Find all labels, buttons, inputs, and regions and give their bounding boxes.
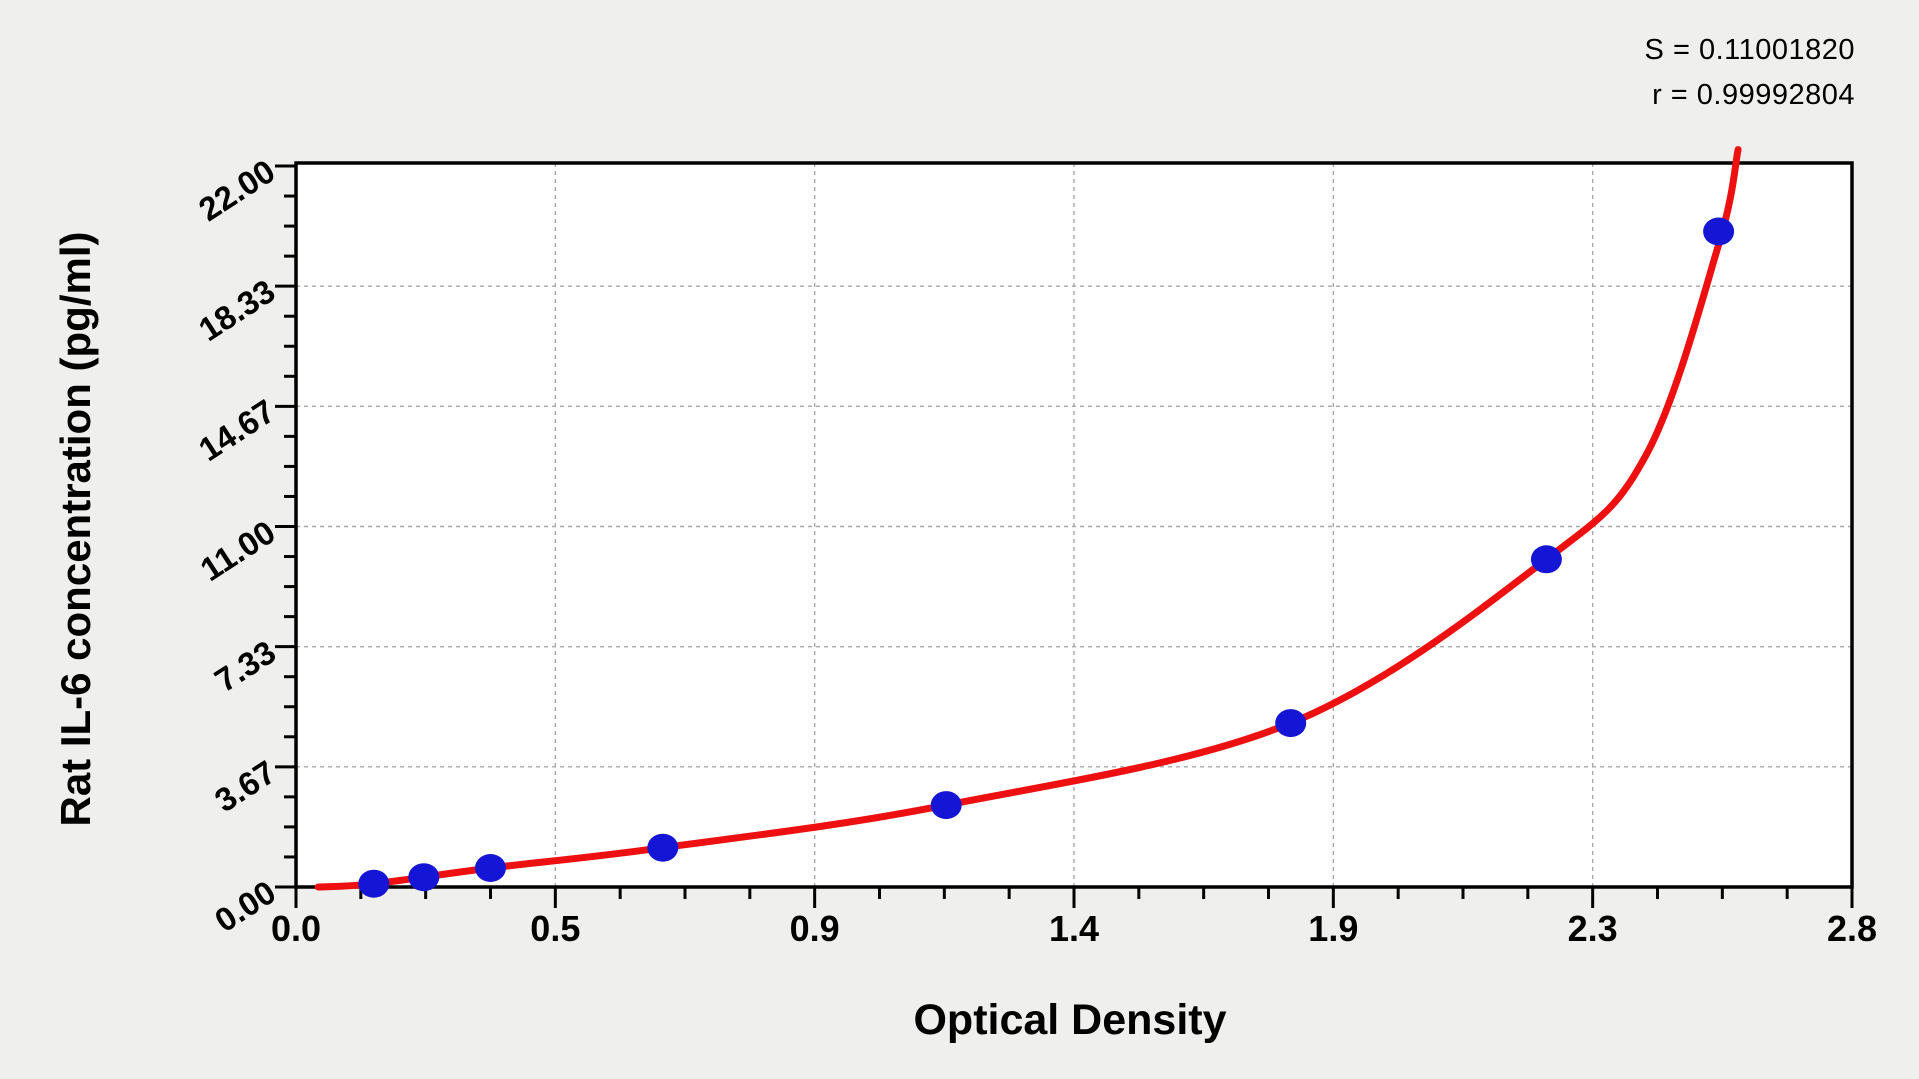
x-tick-label: 2.3	[1567, 908, 1618, 949]
plot-frame	[294, 161, 1854, 889]
data-point	[475, 854, 506, 882]
stat-r-value: r = 0.99992804	[1652, 79, 1855, 111]
data-point	[647, 833, 679, 862]
x-tick-label: 2.8	[1826, 908, 1878, 949]
x-tick-label: 0.9	[789, 908, 840, 949]
x-tick-label: 0.0	[270, 908, 322, 949]
axis-ticks	[275, 164, 1854, 908]
x-axis-title: Optical Density	[913, 996, 1227, 1044]
x-tick-label: 0.5	[530, 908, 581, 949]
x-tick-label: 1.9	[1308, 908, 1359, 949]
data-point	[930, 791, 962, 820]
stat-s-value: S = 0.11001820	[1644, 34, 1855, 66]
data-points	[358, 217, 1735, 898]
data-point	[1275, 709, 1307, 738]
data-point	[1530, 545, 1562, 574]
fit-statistics: S = 0.11001820 r = 0.99992804	[1645, 28, 1855, 118]
x-tick-label: 1.4	[1048, 908, 1100, 949]
data-point	[408, 863, 440, 892]
y-axis-title: Rat IL-6 concentration (pg/ml)	[52, 231, 99, 827]
data-point	[358, 869, 390, 898]
data-point	[1703, 217, 1735, 246]
gridlines	[296, 163, 1852, 887]
